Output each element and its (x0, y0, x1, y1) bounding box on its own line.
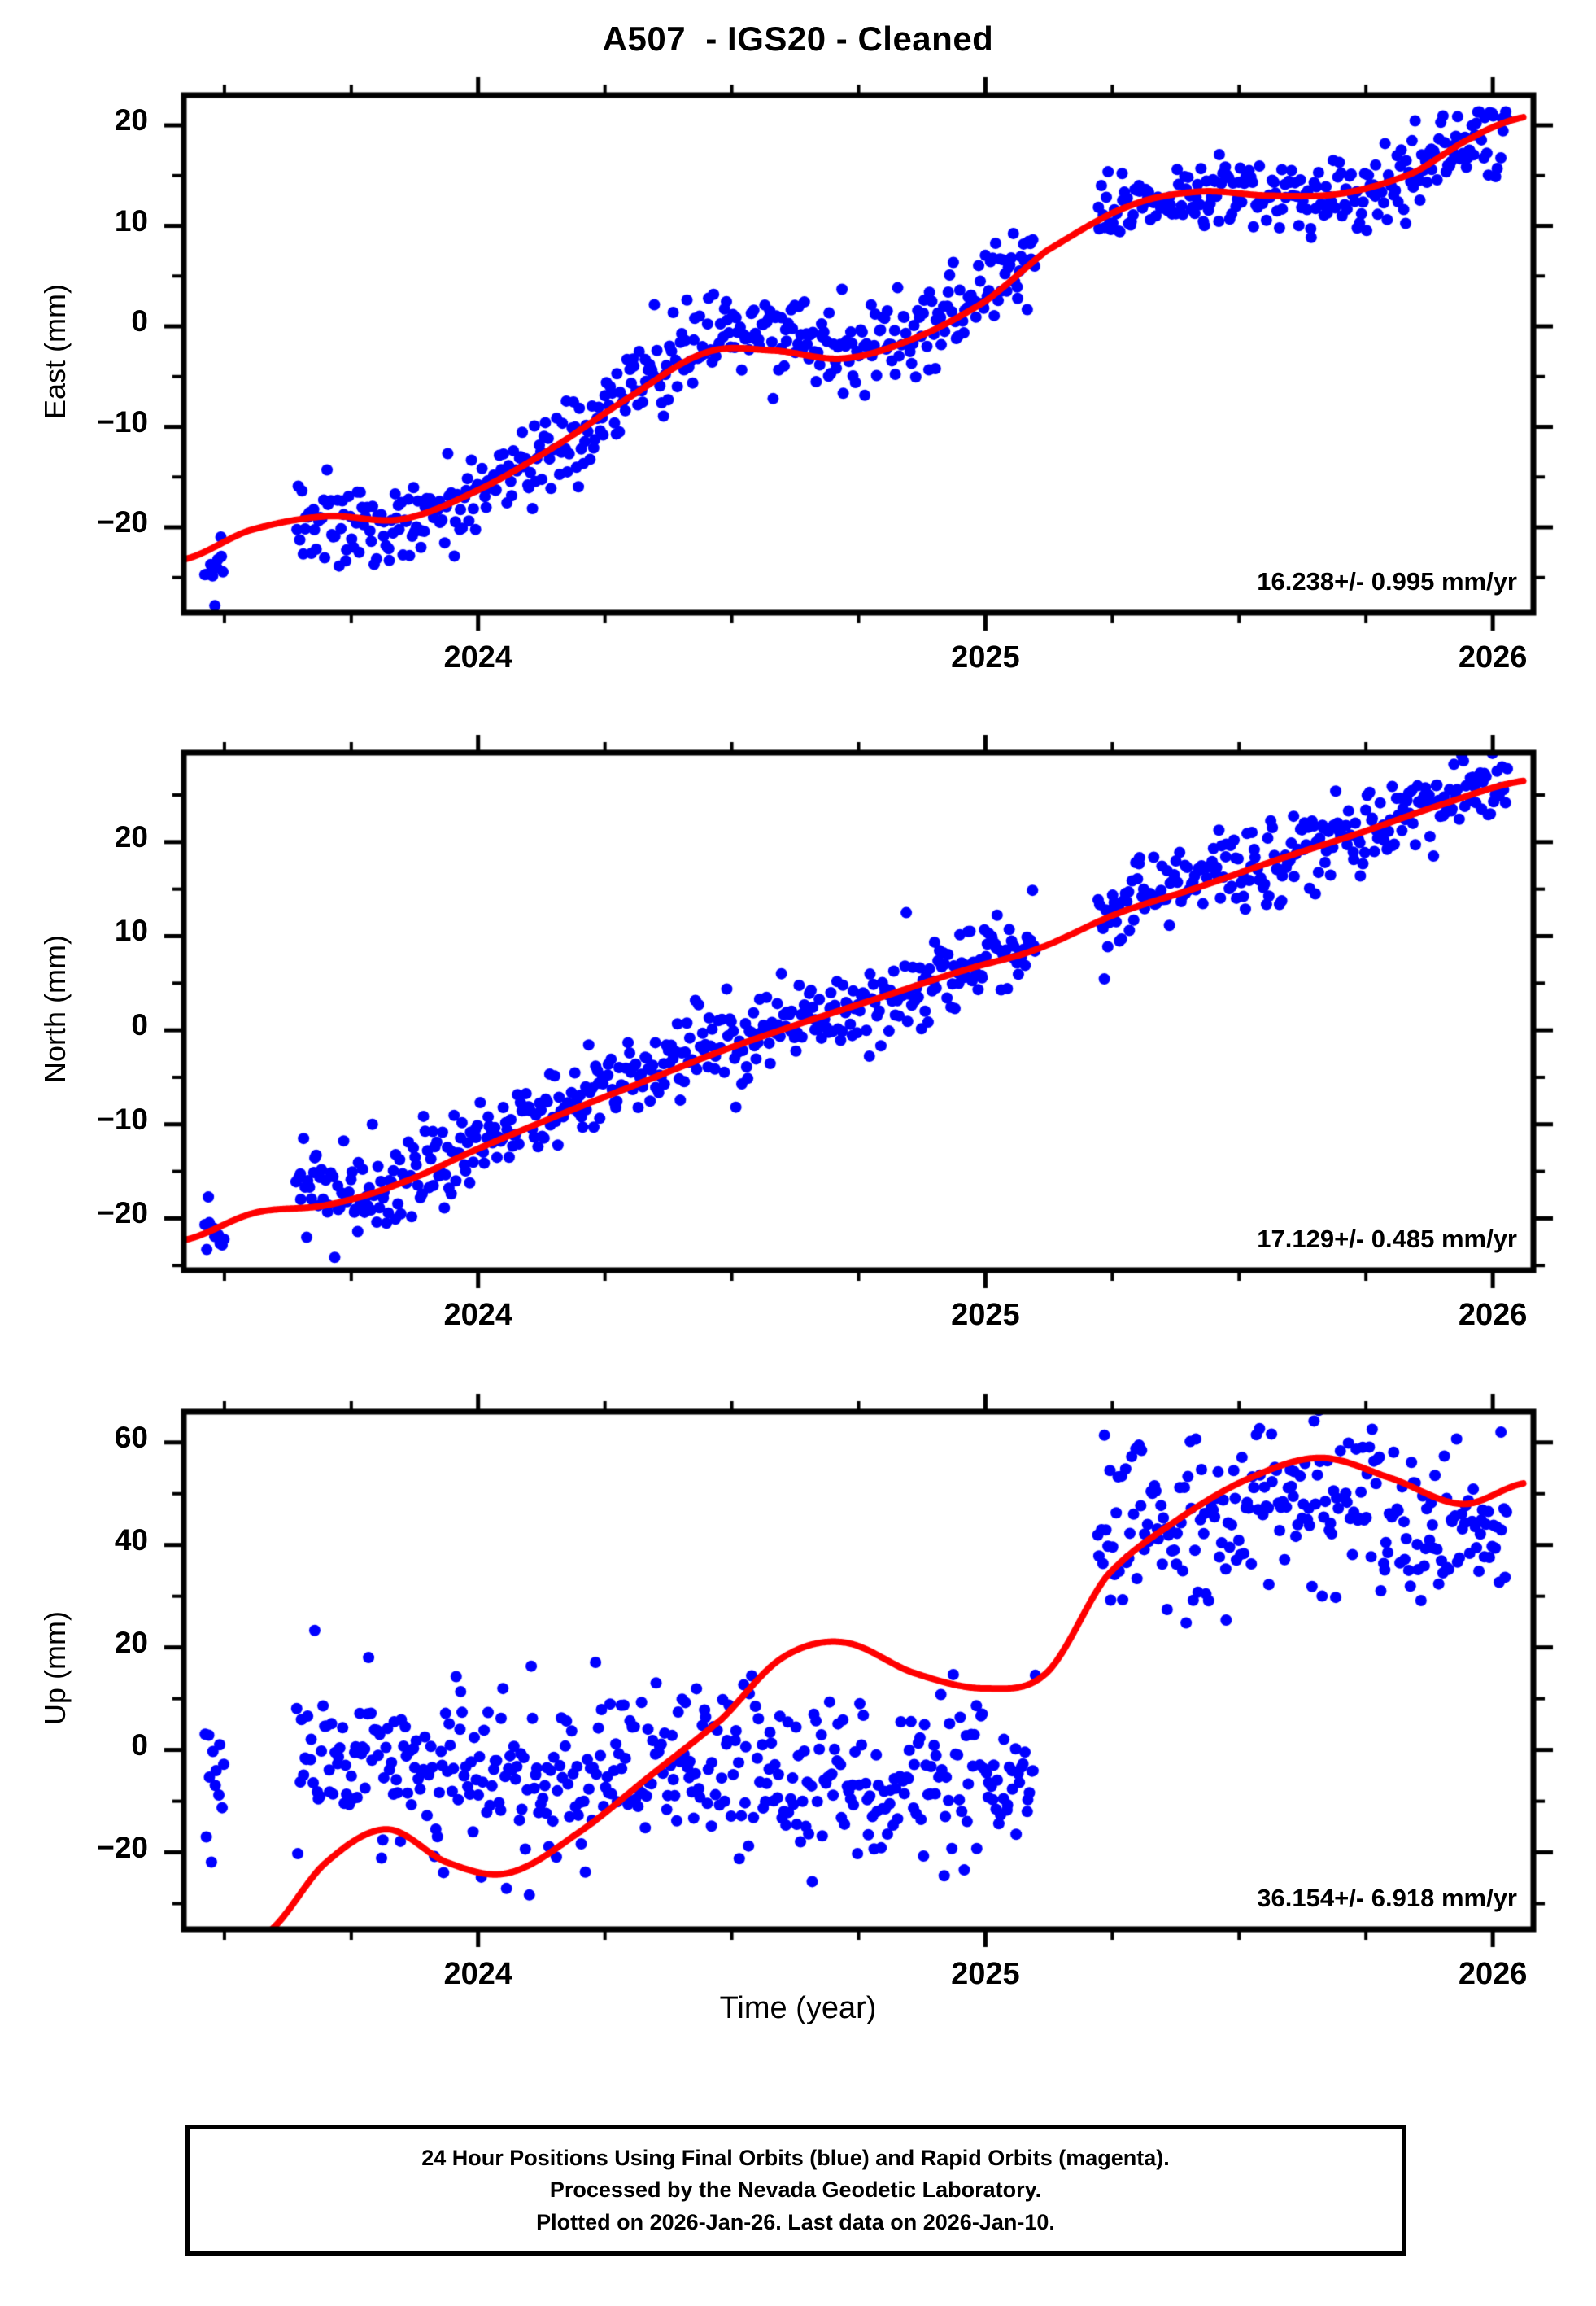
ytick-label-p2-3: 40 (114, 1522, 148, 1557)
ytick-label-p2-0: −20 (97, 1830, 148, 1864)
footer-line-1: 24 Hour Positions Using Final Orbits (bl… (421, 2146, 1170, 2171)
footer-caption-box: 24 Hour Positions Using Final Orbits (bl… (185, 2125, 1406, 2256)
ytick-label-p1-3: 10 (114, 914, 148, 948)
xtick-label-p1-1: 2025 (951, 1298, 1020, 1332)
ytick-label-p0-4: 20 (114, 103, 148, 138)
ytick-label-p2-1: 0 (131, 1727, 148, 1762)
rate-annotation-up: 36.154+/- 6.918 mm/yr (1257, 1884, 1517, 1912)
rate-annotation-east: 16.238+/- 0.995 mm/yr (1257, 567, 1517, 596)
xtick-label-p0-2: 2026 (1458, 640, 1528, 675)
xtick-label-p2-0: 2024 (443, 1957, 512, 1991)
footer-line-3: Plotted on 2026-Jan-26. Last data on 202… (536, 2209, 1055, 2234)
xtick-label-p1-0: 2024 (443, 1298, 512, 1332)
ytick-label-p1-1: −10 (97, 1102, 148, 1136)
page-title: A507 - IGS20 - Cleaned (602, 20, 994, 58)
xtick-label-p0-0: 2024 (443, 640, 512, 675)
ytick-label-p1-2: 0 (131, 1008, 148, 1042)
ytick-label-p0-3: 10 (114, 203, 148, 238)
xtick-label-p2-2: 2026 (1458, 1957, 1528, 1991)
ytick-label-p1-4: 20 (114, 819, 148, 854)
ytick-label-p0-2: 0 (131, 304, 148, 338)
xtick-label-p0-1: 2025 (951, 640, 1020, 675)
ytick-label-p2-2: 20 (114, 1625, 148, 1659)
ytick-label-p0-0: −20 (97, 505, 148, 539)
ytick-label-p0-1: −10 (97, 404, 148, 439)
rate-annotation-north: 17.129+/- 0.485 mm/yr (1257, 1225, 1517, 1253)
xtick-label-p2-1: 2025 (951, 1957, 1020, 1991)
footer-line-2: Processed by the Nevada Geodetic Laborat… (549, 2177, 1042, 2203)
xtick-label-p1-2: 2026 (1458, 1298, 1528, 1332)
axis-label-time: Time (year) (719, 1991, 877, 2025)
ytick-label-p2-4: 60 (114, 1420, 148, 1454)
ytick-label-p1-0: −20 (97, 1196, 148, 1230)
